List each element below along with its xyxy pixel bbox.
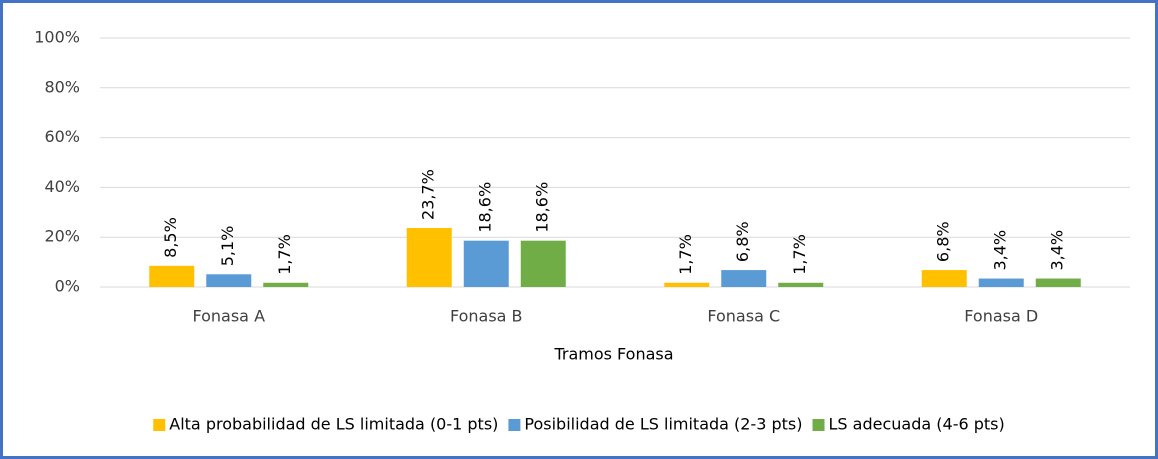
bar bbox=[149, 265, 195, 287]
data-label: 8,5% bbox=[161, 217, 180, 258]
bar bbox=[778, 282, 824, 287]
bar bbox=[406, 227, 452, 287]
y-tick-label: 100% bbox=[34, 28, 80, 47]
legend-swatch bbox=[812, 419, 825, 431]
data-label: 1,7% bbox=[790, 234, 809, 275]
x-tick-label: Fonasa D bbox=[964, 307, 1038, 326]
bar bbox=[721, 270, 767, 287]
bar bbox=[664, 282, 710, 287]
data-label: 1,7% bbox=[676, 234, 695, 275]
data-label: 18,6% bbox=[476, 182, 495, 233]
y-tick-label: 60% bbox=[44, 127, 80, 146]
x-tick-label: Fonasa A bbox=[192, 307, 265, 326]
bar bbox=[263, 282, 309, 287]
y-tick-label: 80% bbox=[44, 77, 80, 96]
data-label: 5,1% bbox=[218, 226, 237, 267]
bar bbox=[520, 240, 566, 287]
data-label: 18,6% bbox=[533, 182, 552, 233]
x-axis-title: Tramos Fonasa bbox=[553, 345, 673, 364]
legend-label: LS adecuada (4-6 pts) bbox=[829, 415, 1005, 434]
data-label: 23,7% bbox=[419, 169, 438, 220]
legend-label: Alta probabilidad de LS limitada (0-1 pt… bbox=[169, 415, 498, 434]
x-tick-label: Fonasa C bbox=[707, 307, 780, 326]
bar bbox=[1035, 278, 1081, 287]
y-tick-label: 40% bbox=[44, 177, 80, 196]
legend-label: Posibilidad de LS limitada (2-3 pts) bbox=[524, 415, 802, 434]
bar bbox=[921, 270, 967, 287]
x-tick-label: Fonasa B bbox=[450, 307, 523, 326]
bar bbox=[206, 274, 252, 287]
data-label: 6,8% bbox=[934, 221, 953, 262]
data-label: 6,8% bbox=[733, 221, 752, 262]
legend-swatch bbox=[153, 419, 166, 431]
data-label: 3,4% bbox=[991, 230, 1010, 271]
legend-swatch bbox=[508, 419, 521, 431]
data-label: 1,7% bbox=[275, 234, 294, 275]
y-tick-label: 20% bbox=[44, 227, 80, 246]
bar bbox=[463, 240, 509, 287]
data-label: 3,4% bbox=[1048, 230, 1067, 271]
bar bbox=[978, 278, 1024, 287]
y-tick-label: 0% bbox=[55, 277, 80, 296]
